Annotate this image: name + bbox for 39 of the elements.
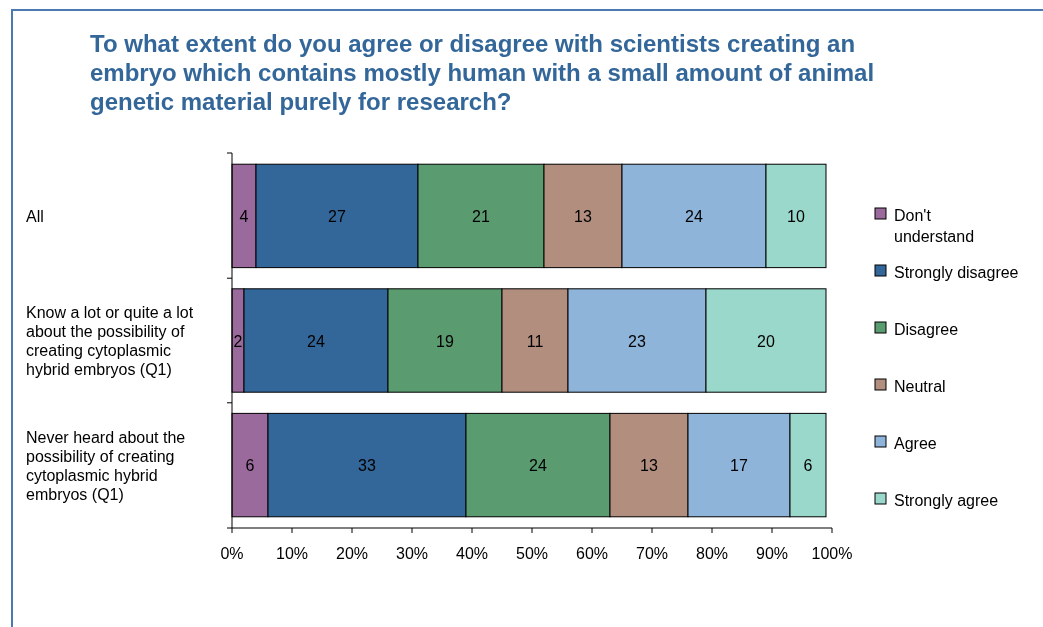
data-label: 11	[526, 332, 544, 350]
legend-label: Strongly agree	[894, 492, 999, 509]
legend-label: Neutral	[894, 378, 946, 395]
data-label: 2	[233, 332, 243, 350]
data-label: 20	[757, 332, 775, 350]
data-label: 4	[239, 207, 249, 225]
legend-label: Strongly disagree	[894, 264, 1019, 281]
x-tick-label: 30%	[395, 545, 429, 562]
data-label: 17	[730, 457, 748, 475]
legend-label: Agree	[894, 435, 937, 452]
x-tick-label: 60%	[575, 545, 609, 562]
x-tick-label: 10%	[275, 545, 309, 562]
y-tick-label: Know a lot or quite a lot about the possibility of creating cytoplasmic hybrid embryos (Q1)	[26, 304, 194, 378]
data-label: 6	[803, 457, 813, 475]
y-tick-label: Never heard about the possibility of creating cytoplasmic hybrid embryos (Q1)	[26, 428, 186, 503]
data-label: 33	[358, 457, 376, 475]
x-tick-label: 50%	[515, 545, 549, 562]
x-tick-label: 90%	[755, 545, 789, 562]
y-tick-label: All	[26, 207, 44, 225]
data-label: 23	[628, 332, 646, 350]
data-label: 24	[685, 207, 703, 225]
x-tick-label: 20%	[335, 545, 369, 562]
data-label: 19	[436, 332, 454, 350]
x-tick-label: 100%	[811, 545, 853, 562]
legend-label: Don't understand	[894, 207, 975, 245]
data-label: 24	[307, 332, 325, 350]
legend-label: Disagree	[894, 321, 959, 338]
x-tick-label: 40%	[455, 545, 489, 562]
x-tick-label: 0%	[220, 545, 244, 562]
data-label: 24	[529, 457, 547, 475]
data-label: 21	[472, 207, 490, 225]
data-label: 13	[640, 457, 658, 475]
data-label: 13	[574, 207, 592, 225]
x-tick-label: 80%	[695, 545, 729, 562]
data-label: 10	[787, 207, 805, 225]
x-tick-label: 70%	[635, 545, 669, 562]
data-label: 27	[328, 207, 346, 225]
data-label: 6	[245, 457, 255, 475]
chart-title: To what extent do you agree or disagree with scientists creating an embryo which contains mostly human with a small amount of animal genetic material purely for research?	[90, 30, 875, 115]
